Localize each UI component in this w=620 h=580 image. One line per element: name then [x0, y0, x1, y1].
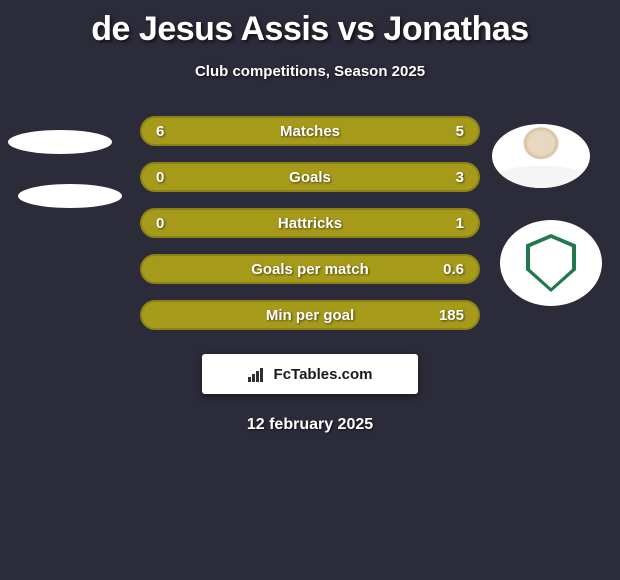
- player1-club-logo: [18, 184, 122, 208]
- stat-bar: 6 Matches 5: [140, 116, 480, 146]
- stat-right-value: 1: [456, 215, 464, 232]
- stat-right-value: 185: [439, 307, 464, 324]
- page-subtitle: Club competitions, Season 2025: [0, 63, 620, 80]
- stat-bar: Min per goal 185: [140, 300, 480, 330]
- stat-label: Matches: [280, 123, 340, 140]
- stats-bars: 6 Matches 5 0 Goals 3 0 Hattricks 1 Goal…: [140, 116, 480, 330]
- stat-right-value: 0.6: [443, 261, 464, 278]
- stat-right-value: 5: [456, 123, 464, 140]
- page-title: de Jesus Assis vs Jonathas: [0, 0, 620, 49]
- stat-left-value: 0: [156, 215, 164, 232]
- stat-bar: Goals per match 0.6: [140, 254, 480, 284]
- stat-left-value: 6: [156, 123, 164, 140]
- stat-label: Goals: [289, 169, 331, 186]
- date-label: 12 february 2025: [0, 416, 620, 434]
- player2-club-logo: [500, 220, 602, 306]
- player2-avatar: [492, 124, 590, 188]
- brand-text: FcTables.com: [274, 366, 373, 383]
- player1-avatar: [8, 130, 112, 154]
- stat-label: Goals per match: [251, 261, 369, 278]
- stat-label: Min per goal: [266, 307, 354, 324]
- stat-left-value: 0: [156, 169, 164, 186]
- comparison-area: 6 Matches 5 0 Goals 3 0 Hattricks 1 Goal…: [0, 116, 620, 434]
- stat-bar: 0 Hattricks 1: [140, 208, 480, 238]
- bars-icon: [248, 366, 268, 382]
- stat-bar: 0 Goals 3: [140, 162, 480, 192]
- stat-right-value: 3: [456, 169, 464, 186]
- brand-badge: FcTables.com: [202, 354, 418, 394]
- stat-label: Hattricks: [278, 215, 342, 232]
